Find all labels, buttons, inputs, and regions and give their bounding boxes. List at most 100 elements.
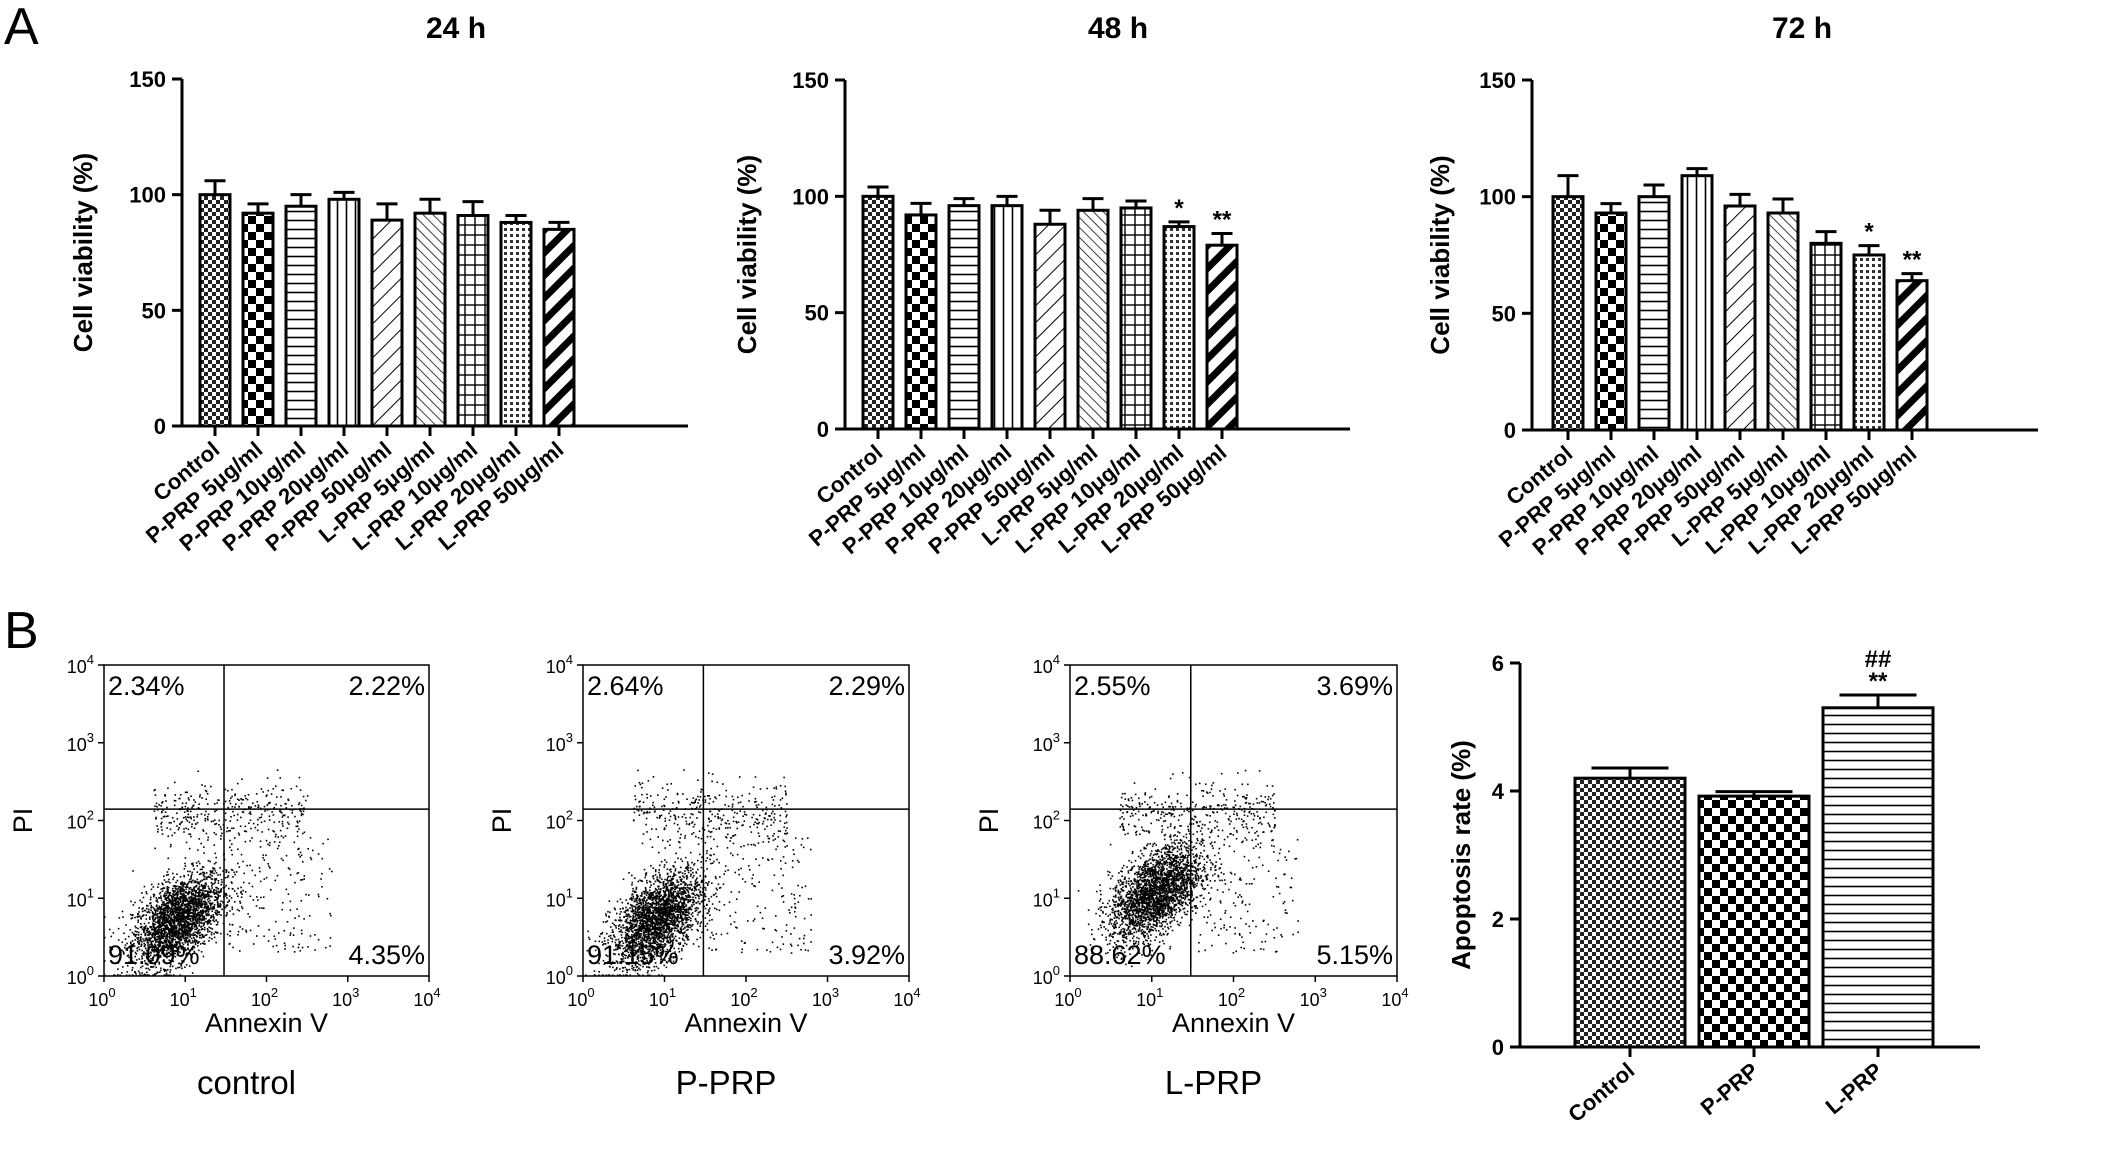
event-dot [187,926,189,928]
event-dot [177,917,180,920]
event-dot [175,909,178,912]
event-dot [166,943,169,946]
event-dot [187,944,189,946]
event-dot [248,915,251,918]
event-dot [207,907,209,910]
event-dot [130,900,132,903]
event-dot [190,881,193,884]
event-dot [142,914,145,916]
event-dot [636,949,639,951]
event-dot [653,969,656,972]
event-dot [297,821,299,824]
event-dot [133,933,135,935]
event-dot [148,938,151,941]
event-dot [196,922,199,924]
y-tick-label: 0 [1492,1035,1504,1060]
event-dot [163,970,166,972]
event-dot [239,900,241,903]
event-dot [196,891,198,894]
event-dot [162,917,164,920]
event-dot [637,949,640,952]
event-dot [173,914,176,916]
event-dot [305,799,307,802]
event-dot [248,806,250,808]
event-dot [686,884,689,886]
event-dot [683,917,686,920]
event-dot [657,920,659,923]
event-dot [200,842,202,845]
event-dot [679,912,682,914]
event-dot [251,837,253,839]
event-dot [162,968,165,971]
event-dot [191,920,194,922]
event-dot [681,860,684,863]
event-dot [181,884,184,887]
event-dot [636,899,638,902]
event-dot [666,868,669,870]
event-dot [209,876,212,879]
event-dot [196,881,199,884]
event-dot [191,918,194,920]
event-dot [301,878,304,881]
event-dot [237,848,239,851]
event-dot [632,923,634,926]
event-dot [205,903,208,905]
event-dot [190,877,193,879]
event-dot [673,937,675,940]
event-dot [190,902,192,905]
event-dot [153,926,155,929]
event-dot [668,915,671,917]
event-dot [201,917,204,920]
event-dot [196,821,199,824]
event-dot [144,943,146,946]
event-dot [666,916,668,919]
event-dot [164,931,166,933]
event-dot [154,912,157,915]
event-dot [317,938,320,941]
event-dot [268,928,270,931]
event-dot [158,925,161,927]
event-dot [687,911,690,914]
event-dot [187,900,190,903]
event-dot [321,857,324,860]
event-dot [252,899,255,901]
event-dot [188,910,190,913]
event-dot [684,921,687,924]
event-dot [239,926,241,928]
event-dot [134,901,136,904]
event-dot [194,880,196,882]
event-dot [679,897,681,899]
event-dot [163,904,166,906]
event-dot [215,872,218,874]
bar [1205,243,1239,431]
event-dot [666,887,668,889]
event-dot [648,915,650,918]
event-dot [208,920,211,923]
event-dot [173,904,176,907]
event-dot [186,917,189,919]
event-dot [687,918,690,921]
event-dot [666,876,669,879]
event-dot [663,902,666,904]
event-dot [657,912,660,915]
event-dot [178,936,181,939]
event-dot [160,908,162,911]
event-dot [277,836,280,838]
event-dot [149,962,152,965]
event-dot [184,918,186,921]
event-dot [715,877,717,880]
event-dot [207,929,209,931]
event-dot [194,941,197,944]
event-dot [195,891,197,894]
event-dot [192,923,194,925]
event-dot [600,932,602,935]
event-dot [167,886,170,889]
event-dot [685,898,688,901]
event-dot [147,946,150,948]
event-dot [676,907,679,910]
event-dot [206,913,208,915]
event-dot [186,883,188,886]
event-dot [184,915,187,918]
event-dot [201,892,203,895]
event-dot [186,911,188,914]
